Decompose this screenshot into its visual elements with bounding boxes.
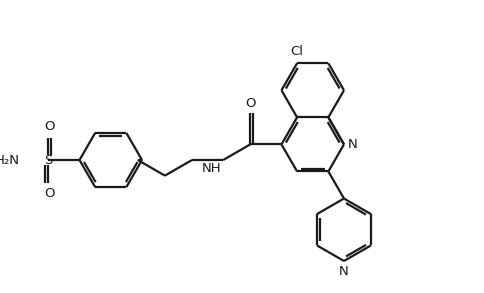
Text: O: O	[44, 120, 54, 133]
Text: O: O	[44, 187, 54, 200]
Text: Cl: Cl	[290, 45, 303, 58]
Text: N: N	[347, 138, 356, 151]
Text: S: S	[44, 154, 52, 166]
Text: N: N	[338, 265, 348, 278]
Text: NH: NH	[201, 162, 221, 175]
Text: O: O	[244, 97, 255, 110]
Text: H₂N: H₂N	[0, 154, 19, 166]
